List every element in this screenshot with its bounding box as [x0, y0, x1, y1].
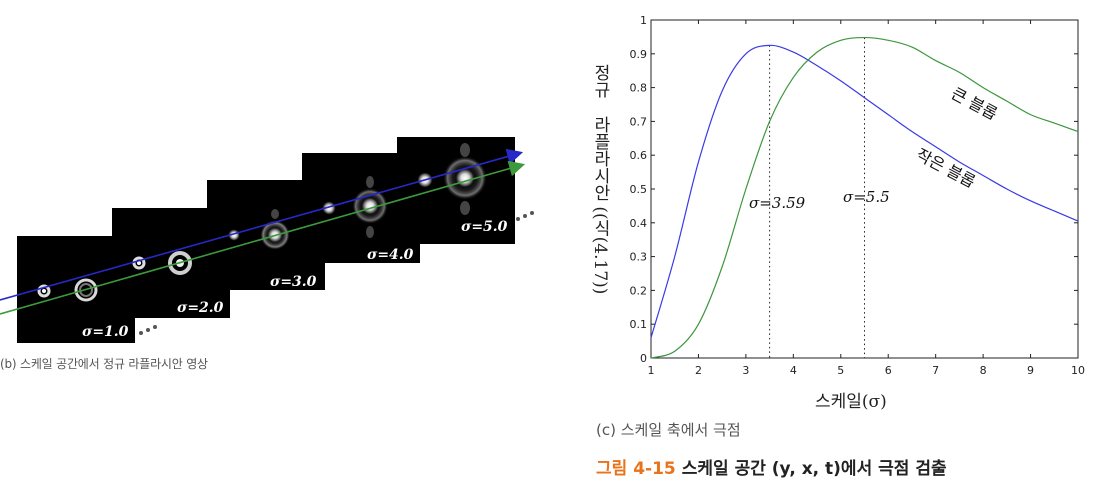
x-tick-label: 1	[648, 364, 655, 377]
x-tick-label: 3	[742, 364, 749, 377]
scale-space-stack: σ=1.0 σ=2.0 σ=3.0 σ=4.0 σ=5.0	[0, 137, 534, 343]
x-tick-label: 4	[790, 364, 797, 377]
continuation-dots-lower	[139, 325, 157, 335]
x-tick-label: 5	[837, 364, 844, 377]
x-tick-label: 8	[980, 364, 987, 377]
blobs-sigma-1	[37, 278, 98, 302]
y-tick-label: 0.3	[630, 251, 648, 264]
y-tick-label: 1	[640, 14, 647, 27]
series-line-small-blob	[650, 44, 1079, 338]
panel-b-caption: (b) 스케일 공간에서 정규 라플라시안 영상	[0, 357, 208, 371]
annotation-sigma-small: σ=3.59	[749, 194, 806, 212]
y-tick-label: 0	[640, 352, 647, 365]
frame-label-sigma-1: σ=1.0	[82, 324, 129, 340]
y-tick-label: 0.7	[630, 115, 648, 128]
y-axis-label-line2: 라플라시안 ((식(4.17))	[590, 116, 610, 295]
figure-number: 그림 4-15	[596, 459, 676, 479]
y-tick-label: 0.6	[630, 149, 648, 162]
series-lines	[650, 36, 1079, 359]
y-tick-label: 0.2	[630, 284, 648, 297]
large-blob-trajectory-arrow	[0, 160, 526, 315]
x-tick-label: 6	[885, 364, 892, 377]
frame-label-sigma-5: σ=5.0	[461, 219, 508, 235]
frame-label-sigma-2: σ=2.0	[177, 300, 224, 316]
y-tick-label: 0.1	[630, 318, 648, 331]
figure-caption-text: 스케일 공간 (y, x, t)에서 극점 검출	[681, 459, 947, 479]
x-axis-label: 스케일(σ)	[815, 392, 887, 412]
frame-label-sigma-4: σ=4.0	[367, 247, 414, 263]
y-tick-label: 0.9	[630, 48, 648, 61]
y-tick-label: 0.8	[630, 82, 648, 95]
y-axis-label: 정규 라플라시안 ((식(4.17))	[588, 64, 618, 334]
series-line-large-blob	[650, 36, 1079, 359]
y-axis-label-line1: 정규	[590, 64, 610, 98]
x-axis: 1 2 3 4 5 6 7 8 9 10	[648, 20, 1085, 377]
annotation-sigma-large: σ=5.5	[843, 188, 890, 206]
panel-c-caption: (c) 스케일 축에서 극점	[596, 421, 741, 439]
figure-caption: 그림 4-15 스케일 공간 (y, x, t)에서 극점 검출	[596, 454, 947, 479]
frame-label-sigma-3: σ=3.0	[270, 274, 317, 290]
x-tick-label: 9	[1027, 364, 1034, 377]
x-tick-label: 7	[932, 364, 939, 377]
continuation-dots-upper	[516, 211, 534, 221]
x-tick-label: 2	[695, 364, 702, 377]
y-axis: 0 0.1 0.2 0.3 0.4 0.5 0.6 0.7 0.8 0.9 1	[630, 14, 1078, 365]
x-tick-label: 10	[1071, 364, 1085, 377]
y-tick-label: 0.4	[630, 217, 648, 230]
small-blob-trajectory-arrow	[0, 148, 524, 301]
blobs-sigma-5	[417, 143, 487, 215]
y-tick-label: 0.5	[630, 183, 648, 196]
